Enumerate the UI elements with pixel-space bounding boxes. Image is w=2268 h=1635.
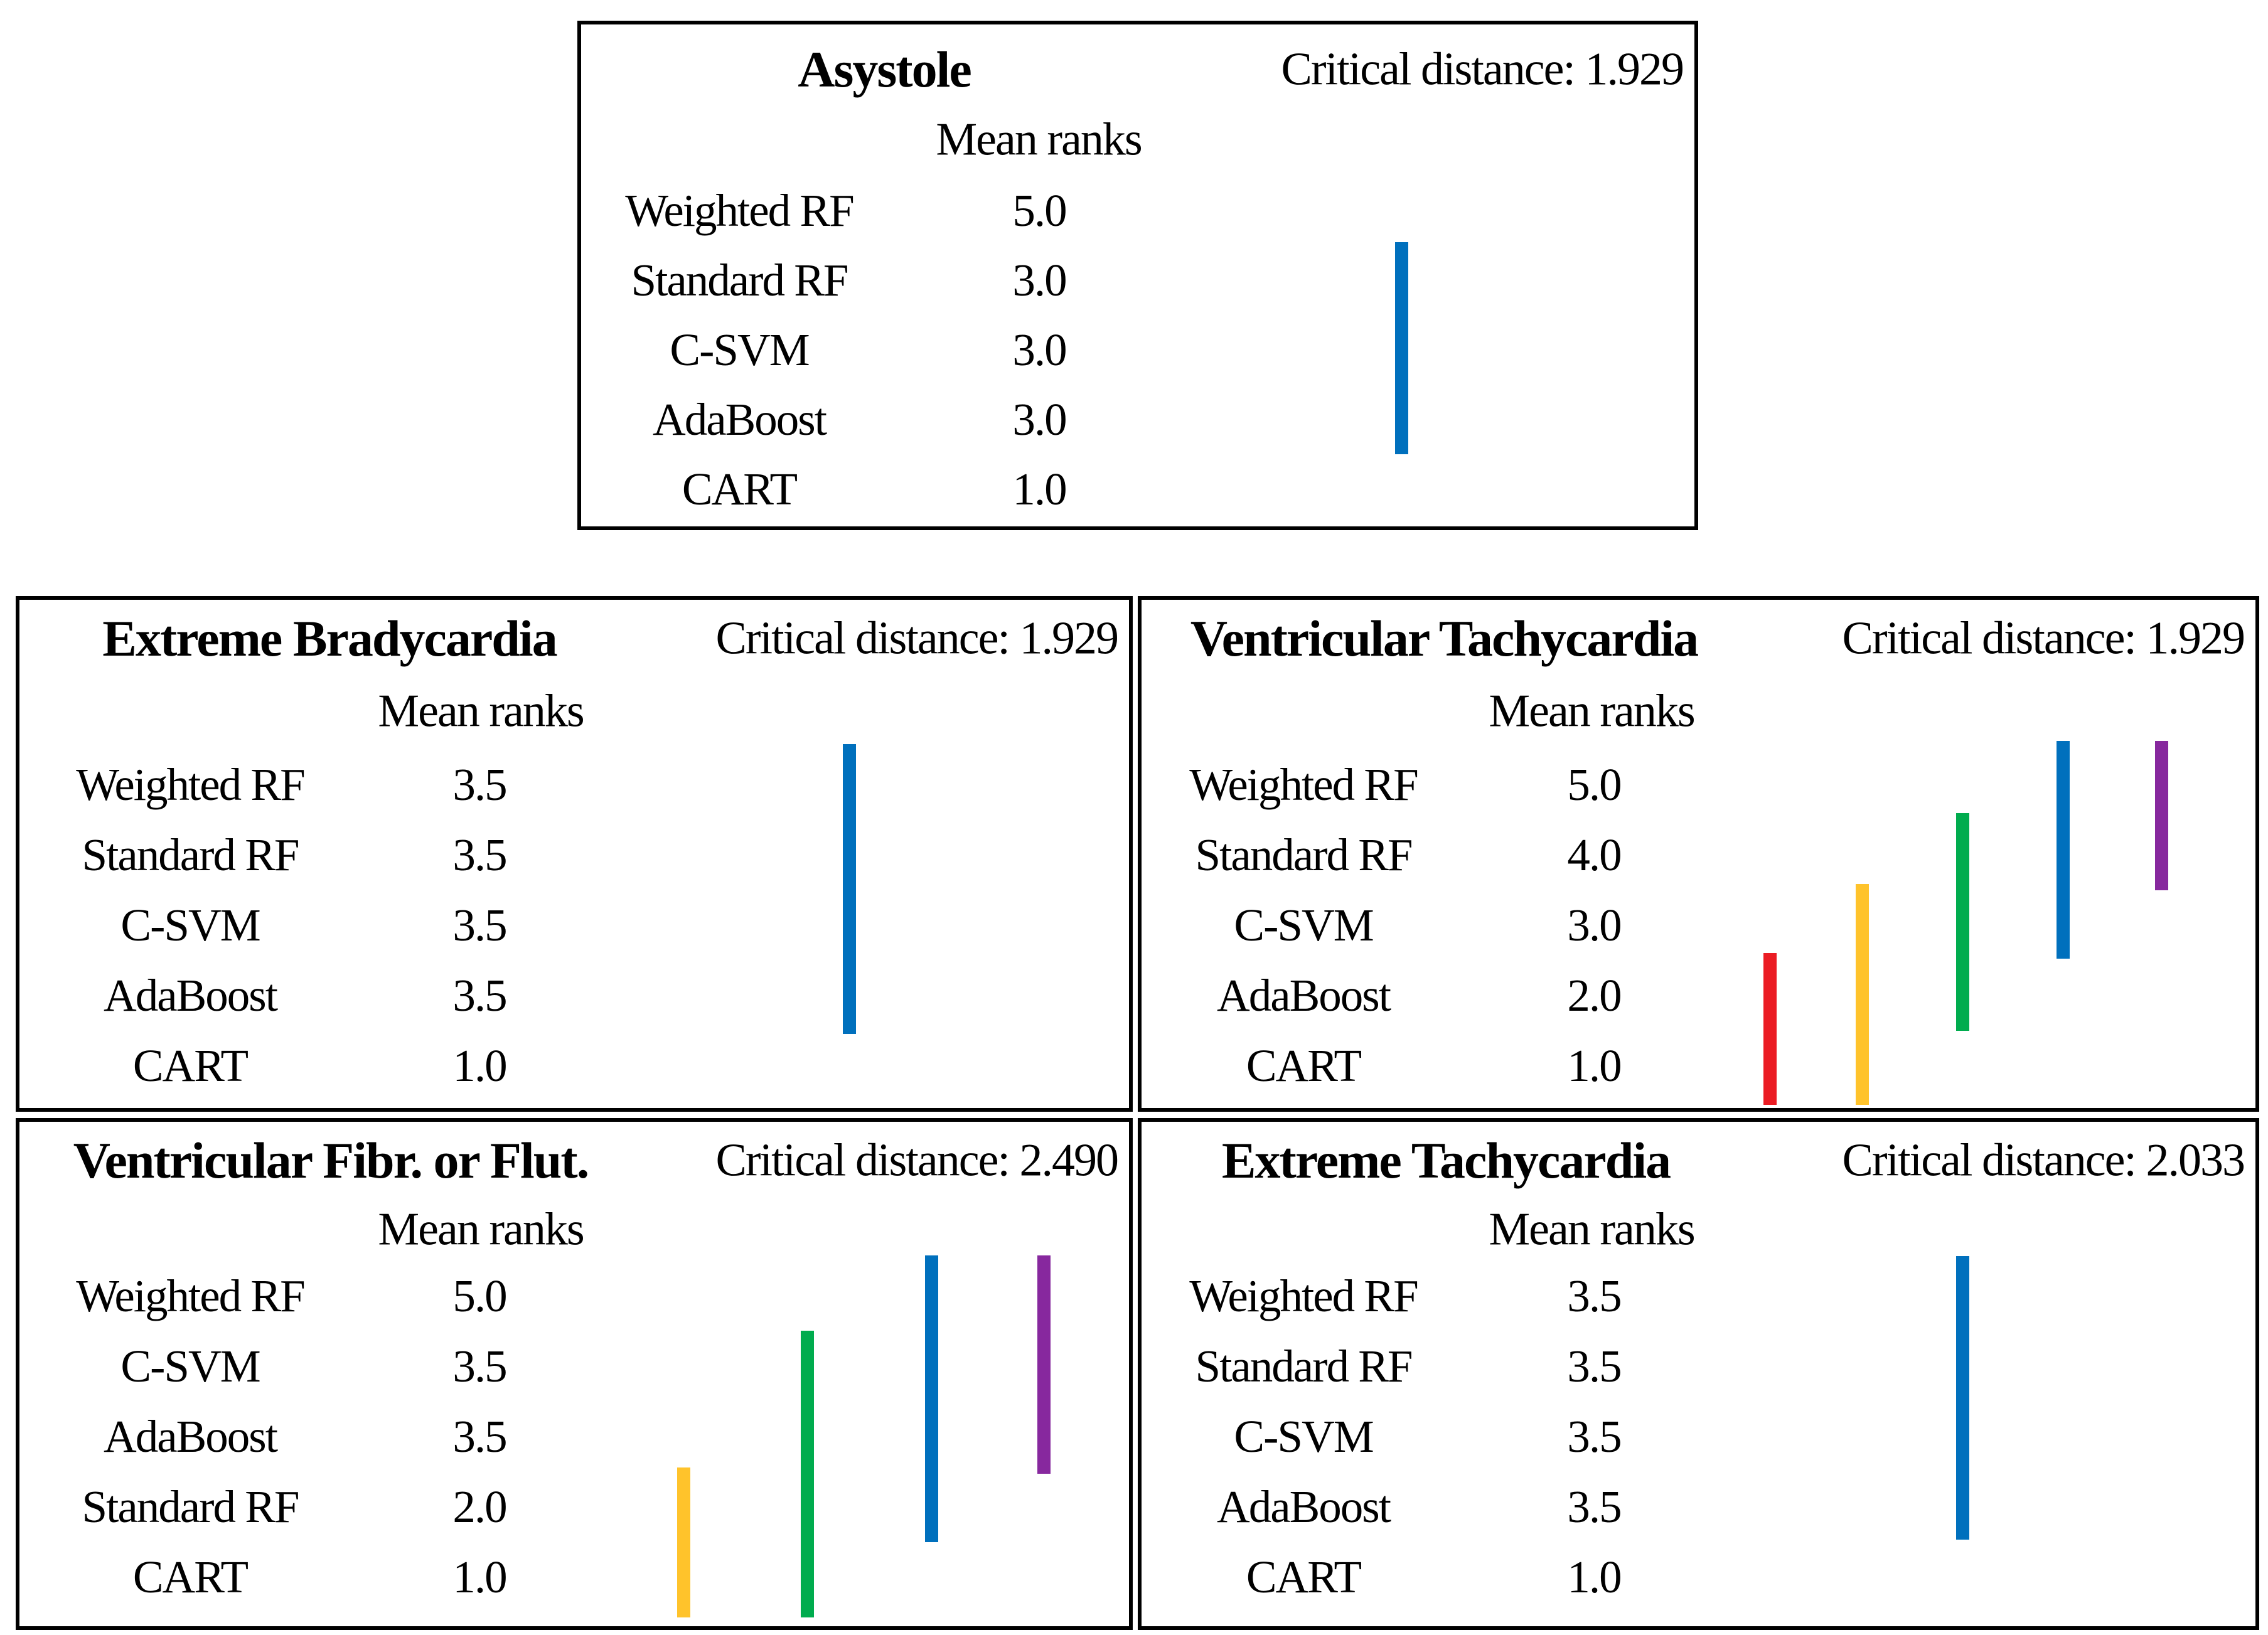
- mean-rank-value: 3.5: [1567, 1481, 1622, 1532]
- cd-bar-red: [1763, 953, 1777, 1105]
- critical-distance-label: Critical distance: 1.929: [1281, 43, 1684, 95]
- panel-title: Extreme Tachycardia: [1221, 1132, 1671, 1189]
- method-label: AdaBoost: [104, 1411, 278, 1462]
- cd-bar-yellow: [677, 1467, 690, 1617]
- mean-ranks-header: Mean ranks: [378, 685, 584, 737]
- mean-rank-value: 3.5: [1567, 1341, 1622, 1392]
- method-label: C-SVM: [670, 324, 810, 375]
- method-label: CART: [1246, 1552, 1362, 1602]
- mean-rank-value: 3.5: [452, 829, 507, 880]
- critical-distance-label: Critical distance: 2.033: [1842, 1134, 2245, 1186]
- method-label: Weighted RF: [625, 185, 854, 236]
- cd-bar-yellow: [1856, 884, 1869, 1105]
- mean-ranks-header: Mean ranks: [1489, 1203, 1695, 1255]
- mean-rank-value: 1.0: [452, 1040, 507, 1091]
- method-label: Standard RF: [1195, 1341, 1413, 1392]
- cd-bar-purple: [1037, 1255, 1051, 1474]
- cd-bar-purple: [2155, 741, 2168, 890]
- method-label: Weighted RF: [76, 1270, 305, 1321]
- method-label: C-SVM: [120, 900, 260, 951]
- cd-bar-blue: [1395, 242, 1408, 454]
- mean-rank-value: 3.5: [452, 900, 507, 951]
- mean-rank-value: 3.5: [452, 970, 507, 1021]
- method-label: C-SVM: [1234, 900, 1374, 951]
- mean-ranks-header: Mean ranks: [936, 114, 1142, 166]
- panel-extreme-bradycardia: Extreme Bradycardia Critical distance: 1…: [16, 596, 1133, 1112]
- method-label: Weighted RF: [1189, 759, 1418, 810]
- cd-bar-blue: [925, 1255, 938, 1542]
- mean-rank-value: 3.0: [1012, 324, 1067, 375]
- cd-bar-blue: [2057, 741, 2070, 959]
- critical-distance-label: Critical distance: 1.929: [1842, 612, 2245, 664]
- mean-rank-value: 3.0: [1012, 394, 1067, 445]
- panel-asystole: Asystole Critical distance: 1.929 Mean r…: [577, 21, 1698, 530]
- mean-rank-value: 3.5: [1567, 1411, 1622, 1462]
- mean-rank-value: 2.0: [1567, 970, 1622, 1021]
- critical-distance-label: Critical distance: 2.490: [715, 1134, 1119, 1186]
- mean-rank-value: 5.0: [1012, 185, 1067, 236]
- mean-rank-value: 3.5: [452, 759, 507, 810]
- mean-rank-value: 3.0: [1012, 255, 1067, 306]
- mean-rank-value: 3.0: [1567, 900, 1622, 951]
- method-label: AdaBoost: [104, 970, 278, 1021]
- cd-bar-blue: [843, 744, 856, 1034]
- method-label: CART: [682, 464, 798, 514]
- mean-ranks-header: Mean ranks: [1489, 685, 1695, 737]
- method-label: Standard RF: [82, 829, 299, 880]
- method-label: C-SVM: [1234, 1411, 1374, 1462]
- method-label: C-SVM: [120, 1341, 260, 1392]
- method-label: AdaBoost: [1217, 1481, 1391, 1532]
- mean-rank-value: 2.0: [452, 1481, 507, 1532]
- critical-distance-label: Critical distance: 1.929: [715, 612, 1119, 664]
- method-label: AdaBoost: [1217, 970, 1391, 1021]
- cd-bar-green: [1956, 813, 1969, 1031]
- mean-rank-value: 1.0: [1567, 1040, 1622, 1091]
- panel-title: Ventricular Tachycardia: [1190, 610, 1699, 667]
- method-label: Standard RF: [1195, 829, 1413, 880]
- mean-ranks-header: Mean ranks: [378, 1203, 584, 1255]
- method-label: CART: [132, 1040, 249, 1091]
- method-label: AdaBoost: [653, 394, 827, 445]
- mean-rank-value: 3.5: [452, 1411, 507, 1462]
- method-label: Weighted RF: [1189, 1270, 1418, 1321]
- panel-ventricular-tachycardia: Ventricular Tachycardia Critical distanc…: [1138, 596, 2259, 1112]
- mean-rank-value: 5.0: [1567, 759, 1622, 810]
- mean-rank-value: 1.0: [452, 1552, 507, 1602]
- method-label: Standard RF: [82, 1481, 299, 1532]
- panel-title: Asystole: [798, 41, 972, 98]
- method-label: CART: [1246, 1040, 1362, 1091]
- cd-bar-green: [801, 1331, 814, 1617]
- panel-title: Ventricular Fibr. or Flut.: [73, 1132, 589, 1189]
- mean-rank-value: 3.5: [1567, 1270, 1622, 1321]
- mean-rank-value: 1.0: [1012, 464, 1067, 514]
- method-label: CART: [132, 1552, 249, 1602]
- panel-title: Extreme Bradycardia: [102, 610, 557, 667]
- panel-extreme-tachycardia: Extreme Tachycardia Critical distance: 2…: [1138, 1118, 2259, 1630]
- panel-ventricular-fibr-or-flut: Ventricular Fibr. or Flut. Critical dist…: [16, 1118, 1133, 1630]
- mean-rank-value: 1.0: [1567, 1552, 1622, 1602]
- method-label: Standard RF: [631, 255, 848, 306]
- mean-rank-value: 5.0: [452, 1270, 507, 1321]
- mean-rank-value: 4.0: [1567, 829, 1622, 880]
- cd-bar-blue: [1956, 1256, 1969, 1540]
- method-label: Weighted RF: [76, 759, 305, 810]
- mean-rank-value: 3.5: [452, 1341, 507, 1392]
